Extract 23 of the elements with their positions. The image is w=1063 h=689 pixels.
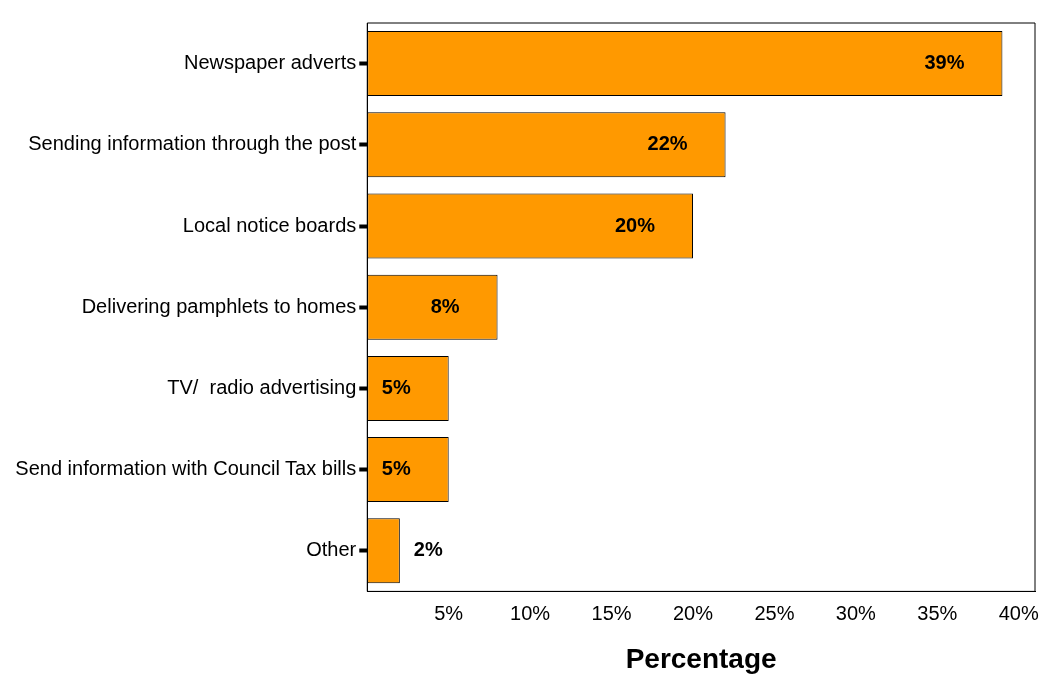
y-tick-label: TV/ radio advertising (167, 375, 357, 398)
y-tick-label: Newspaper adverts (183, 51, 357, 74)
data-label: 2% (413, 538, 443, 561)
y-tick-label: Other (306, 538, 357, 561)
y-tick-label: Delivering pamphlets to homes (81, 294, 357, 317)
x-tick-label: 25% (754, 601, 795, 624)
x-tick-label: 35% (917, 601, 958, 624)
data-label: 5% (381, 457, 411, 480)
data-label: 22% (647, 132, 688, 155)
x-tick-label: 5% (434, 601, 464, 624)
x-tick-label: 10% (510, 601, 551, 624)
data-label: 5% (381, 375, 411, 398)
y-tick-label: Local notice boards (182, 213, 357, 236)
x-tick-label: 20% (672, 601, 714, 624)
x-tick-label: 15% (591, 601, 632, 624)
data-label: 8% (430, 294, 460, 317)
x-tick-label: 30% (835, 601, 877, 624)
data-label: 20% (614, 213, 656, 236)
y-tick-label: Sending information through the post (28, 132, 357, 155)
y-tick-label: Send information with Council Tax bills (15, 457, 357, 480)
x-tick-label: 40% (998, 601, 1039, 624)
x-axis-title: Percentage (625, 642, 777, 674)
data-label: 39% (924, 51, 965, 74)
